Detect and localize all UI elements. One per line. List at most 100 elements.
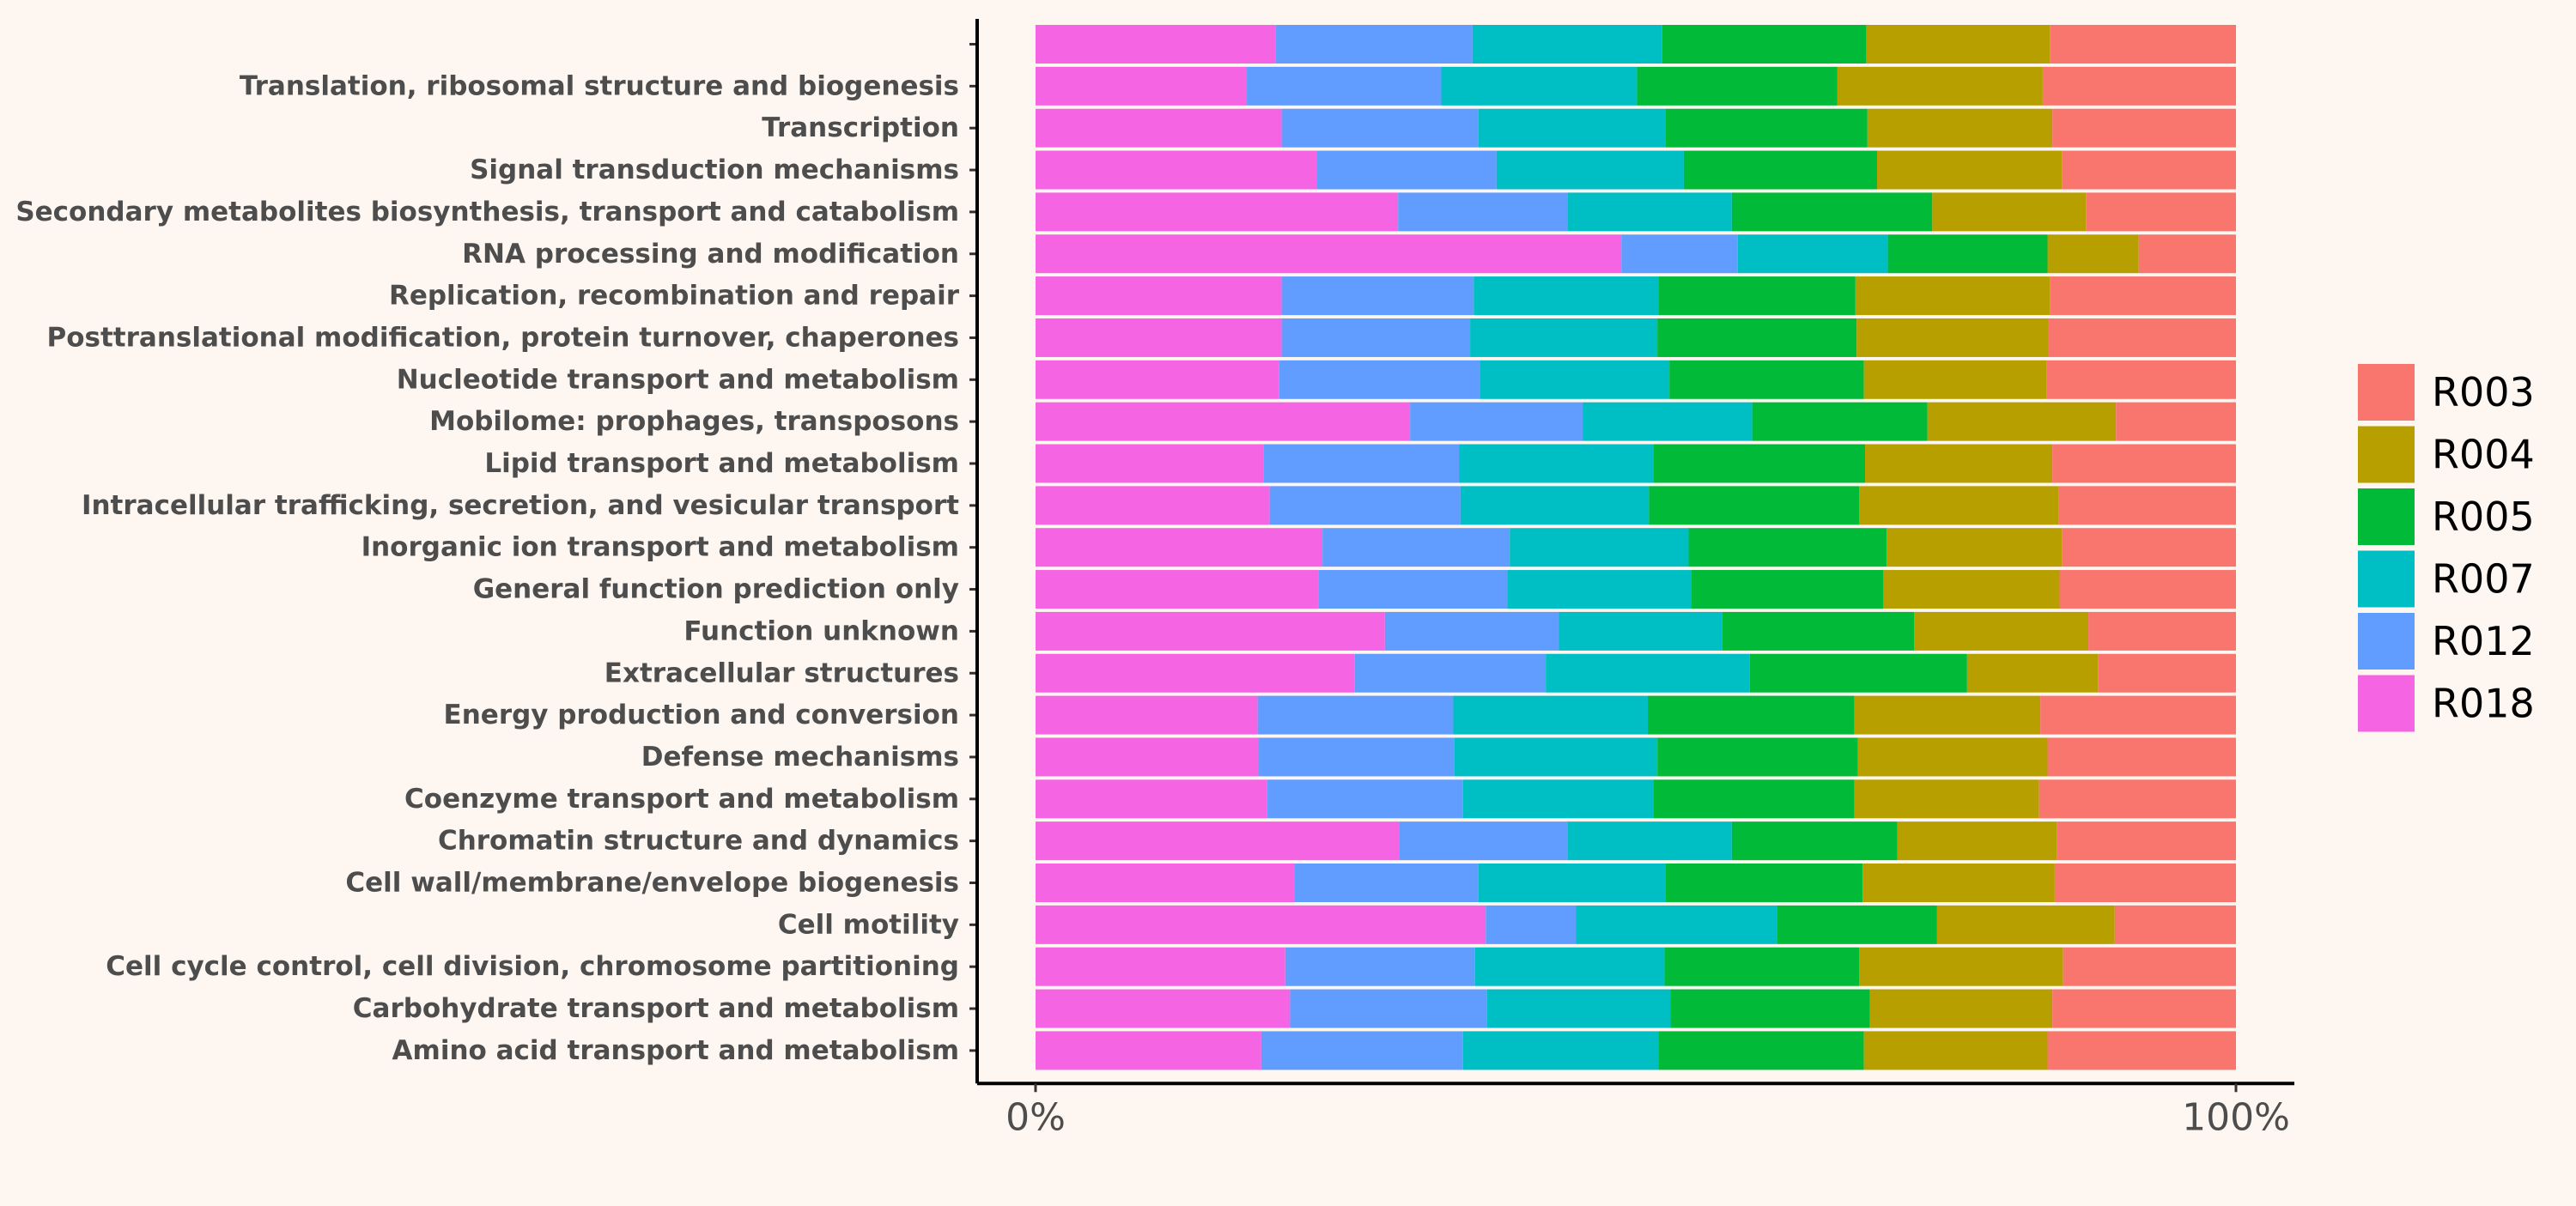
bar-segment-r005-signal-transduction-mechanisms (1683, 150, 1877, 190)
bar-segment-r005-secondary-metabolites-biosynthesis-transport-and-catabolism (1731, 192, 1933, 232)
bar-segment-r012-amino-acid-transport-and-metabolism (1261, 1031, 1463, 1070)
legend-label-r004: R004 (2432, 432, 2535, 478)
bar-segment-r005-function-unknown (1722, 611, 1915, 651)
bar-segment-r012-rna-processing-and-modification (1621, 234, 1738, 274)
bar-segment-r007-signal-transduction-mechanisms (1496, 150, 1684, 190)
bar-segment-r003-lipid-transport-and-metabolism (2052, 444, 2236, 483)
bar-segment-r004-nucleotide-transport-and-metabolism (1863, 360, 2047, 399)
legend-label-r005: R005 (2432, 494, 2535, 540)
bar-segment-r007-posttranslational-modification-protein-turnover-chaperones (1470, 318, 1658, 357)
bar-segment-r003-posttranslational-modification-protein-turnover-chaperones (2048, 318, 2236, 357)
y-tick-label-secondary-metabolites-biosynthesis-transport-and-catabolism: Secondary metabolites biosynthesis, tran… (15, 197, 959, 227)
legend: R003 R004 R005 R007 R012 R018 (2358, 364, 2535, 732)
y-tick-label-amino-acid-transport-and-metabolism: Amino acid transport and metabolism (392, 1035, 959, 1066)
y-tick-label-cell-cycle-control-cell-division-chromosome-partitioning: Cell cycle control, cell division, chrom… (106, 951, 959, 982)
bar-segment-r012-mobilome-prophages-transposons (1410, 402, 1583, 441)
bar-segment-r005-rna-processing-and-modification (1887, 234, 2048, 274)
bar-segment-r007-cell-cycle-control-cell-division-chromosome-partitioning (1474, 947, 1665, 986)
bar-segment-r007-transcription (1478, 108, 1666, 148)
bar-segment-r018-cell-motility (1036, 905, 1486, 944)
bar-segment-r003-extracellular-structures (2098, 653, 2236, 693)
bar-segment-r004-cell-cycle-control-cell-division-chromosome-partitioning (1859, 947, 2063, 986)
bar-segment-r004-function-unknown (1914, 611, 2089, 651)
y-tick-label-rna-processing-and-modification: RNA processing and modification (462, 239, 959, 270)
legend-label-r018: R018 (2432, 681, 2535, 727)
bar-segment-r004-coenzyme-transport-and-metabolism (1854, 779, 2039, 819)
y-tick-label-inorganic-ion-transport-and-metabolism: Inorganic ion transport and metabolism (361, 532, 959, 563)
bar-segment-r003-coenzyme-transport-and-metabolism (2038, 779, 2236, 819)
bar-segment-r003-intracellular-trafficking-secretion-and-vesicular-transport (2058, 486, 2236, 525)
bar-segment-r005-carbohydrate-transport-and-metabolism (1670, 989, 1870, 1028)
bar-segment-r018-nucleotide-transport-and-metabolism (1036, 360, 1279, 399)
legend-key-r018 (2358, 675, 2415, 732)
bar-segment-r012-function-unknown (1384, 611, 1559, 651)
bar-segment-r004-translation-ribosomal-structure-and-biogenesis (1837, 66, 2043, 106)
bar-segment-r005-posttranslational-modification-protein-turnover-chaperones (1657, 318, 1857, 357)
bar-segment-r003-nucleotide-transport-and-metabolism (2046, 360, 2236, 399)
bar-segment-r005-blank (1662, 25, 1867, 64)
bar-segment-r007-function-unknown (1558, 611, 1722, 651)
bar-segment-r004-cell-motility (1936, 905, 2115, 944)
bar-segment-r007-rna-processing-and-modification (1737, 234, 1888, 274)
bar-segment-r007-cell-motility (1576, 905, 1777, 944)
bar-segment-r003-signal-transduction-mechanisms (2062, 150, 2236, 190)
bar-segment-r005-general-function-prediction-only (1691, 570, 1883, 609)
bar-segment-r003-amino-acid-transport-and-metabolism (2047, 1031, 2236, 1070)
bar-segment-r007-lipid-transport-and-metabolism (1459, 444, 1654, 483)
bar-segment-r018-chromatin-structure-and-dynamics (1036, 821, 1400, 861)
bar-segment-r018-blank (1036, 25, 1276, 64)
y-tick-label-lipid-transport-and-metabolism: Lipid transport and metabolism (484, 448, 959, 479)
bar-segment-r018-translation-ribosomal-structure-and-biogenesis (1036, 66, 1248, 106)
bar-segment-r018-intracellular-trafficking-secretion-and-vesicular-transport (1036, 486, 1270, 525)
y-tick-label-transcription: Transcription (762, 112, 959, 143)
bar-segment-r012-intracellular-trafficking-secretion-and-vesicular-transport (1269, 486, 1461, 525)
bar-segment-r004-cell-wall-membrane-envelope-biogenesis (1862, 864, 2055, 902)
bar-segment-r005-cell-cycle-control-cell-division-chromosome-partitioning (1664, 947, 1860, 986)
y-axis: Translation, ribosomal structure and bio… (15, 19, 979, 1084)
bar-segment-r003-function-unknown (2088, 611, 2236, 651)
y-tick-label-signal-transduction-mechanisms: Signal transduction mechanisms (470, 155, 959, 185)
bar-segment-r007-carbohydrate-transport-and-metabolism (1486, 989, 1671, 1028)
bar-segment-r012-general-function-prediction-only (1318, 570, 1508, 609)
bar-segment-r018-mobilome-prophages-transposons (1036, 402, 1411, 441)
bar-segment-r018-amino-acid-transport-and-metabolism (1036, 1031, 1261, 1070)
bar-segment-r012-transcription (1281, 108, 1479, 148)
bar-segment-r012-extracellular-structures (1354, 653, 1546, 693)
bar-segment-r004-amino-acid-transport-and-metabolism (1863, 1031, 2048, 1070)
bar-segment-r003-rna-processing-and-modification (2138, 234, 2236, 274)
bar-segment-r007-inorganic-ion-transport-and-metabolism (1510, 528, 1689, 567)
y-tick-label-function-unknown: Function unknown (683, 615, 959, 646)
bar-segment-r012-nucleotide-transport-and-metabolism (1279, 360, 1480, 399)
bar-segment-r018-inorganic-ion-transport-and-metabolism (1036, 528, 1323, 567)
x-tick-label-100: 100% (2182, 1095, 2290, 1139)
bar-segment-r003-blank (2050, 25, 2236, 64)
bar-segment-r018-posttranslational-modification-protein-turnover-chaperones (1036, 318, 1282, 357)
legend-key-r003 (2358, 364, 2415, 421)
bar-segment-r018-defense-mechanisms (1036, 737, 1260, 777)
y-tick-label-cell-motility: Cell motility (778, 909, 959, 940)
legend-label-r012: R012 (2432, 618, 2535, 664)
bar-segment-r012-secondary-metabolites-biosynthesis-transport-and-catabolism (1398, 192, 1568, 232)
bar-segment-r012-defense-mechanisms (1259, 737, 1455, 777)
bar-segment-r018-signal-transduction-mechanisms (1036, 150, 1317, 190)
bar-segment-r005-cell-motility (1777, 905, 1937, 944)
bar-segment-r005-amino-acid-transport-and-metabolism (1658, 1031, 1864, 1070)
bar-segment-r007-replication-recombination-and-repair (1473, 276, 1659, 316)
bar-segment-r007-extracellular-structures (1546, 653, 1750, 693)
bar-segment-r018-function-unknown (1036, 611, 1385, 651)
bar-segment-r005-defense-mechanisms (1657, 737, 1858, 777)
y-tick-label-extracellular-structures: Extracellular structures (605, 658, 959, 688)
bar-segment-r004-general-function-prediction-only (1882, 570, 2060, 609)
legend-key-r004 (2358, 426, 2415, 483)
bar-segment-r007-energy-production-and-conversion (1453, 695, 1648, 735)
bar-segment-r004-inorganic-ion-transport-and-metabolism (1886, 528, 2063, 567)
bar-segment-r004-signal-transduction-mechanisms (1877, 150, 2063, 190)
bar-segment-r012-lipid-transport-and-metabolism (1263, 444, 1460, 483)
bar-segment-r005-energy-production-and-conversion (1647, 695, 1855, 735)
bar-segment-r003-secondary-metabolites-biosynthesis-transport-and-catabolism (2086, 192, 2236, 232)
bar-segment-r018-carbohydrate-transport-and-metabolism (1036, 989, 1291, 1028)
bars-layer (1036, 25, 2236, 1070)
bar-segment-r012-carbohydrate-transport-and-metabolism (1290, 989, 1487, 1028)
